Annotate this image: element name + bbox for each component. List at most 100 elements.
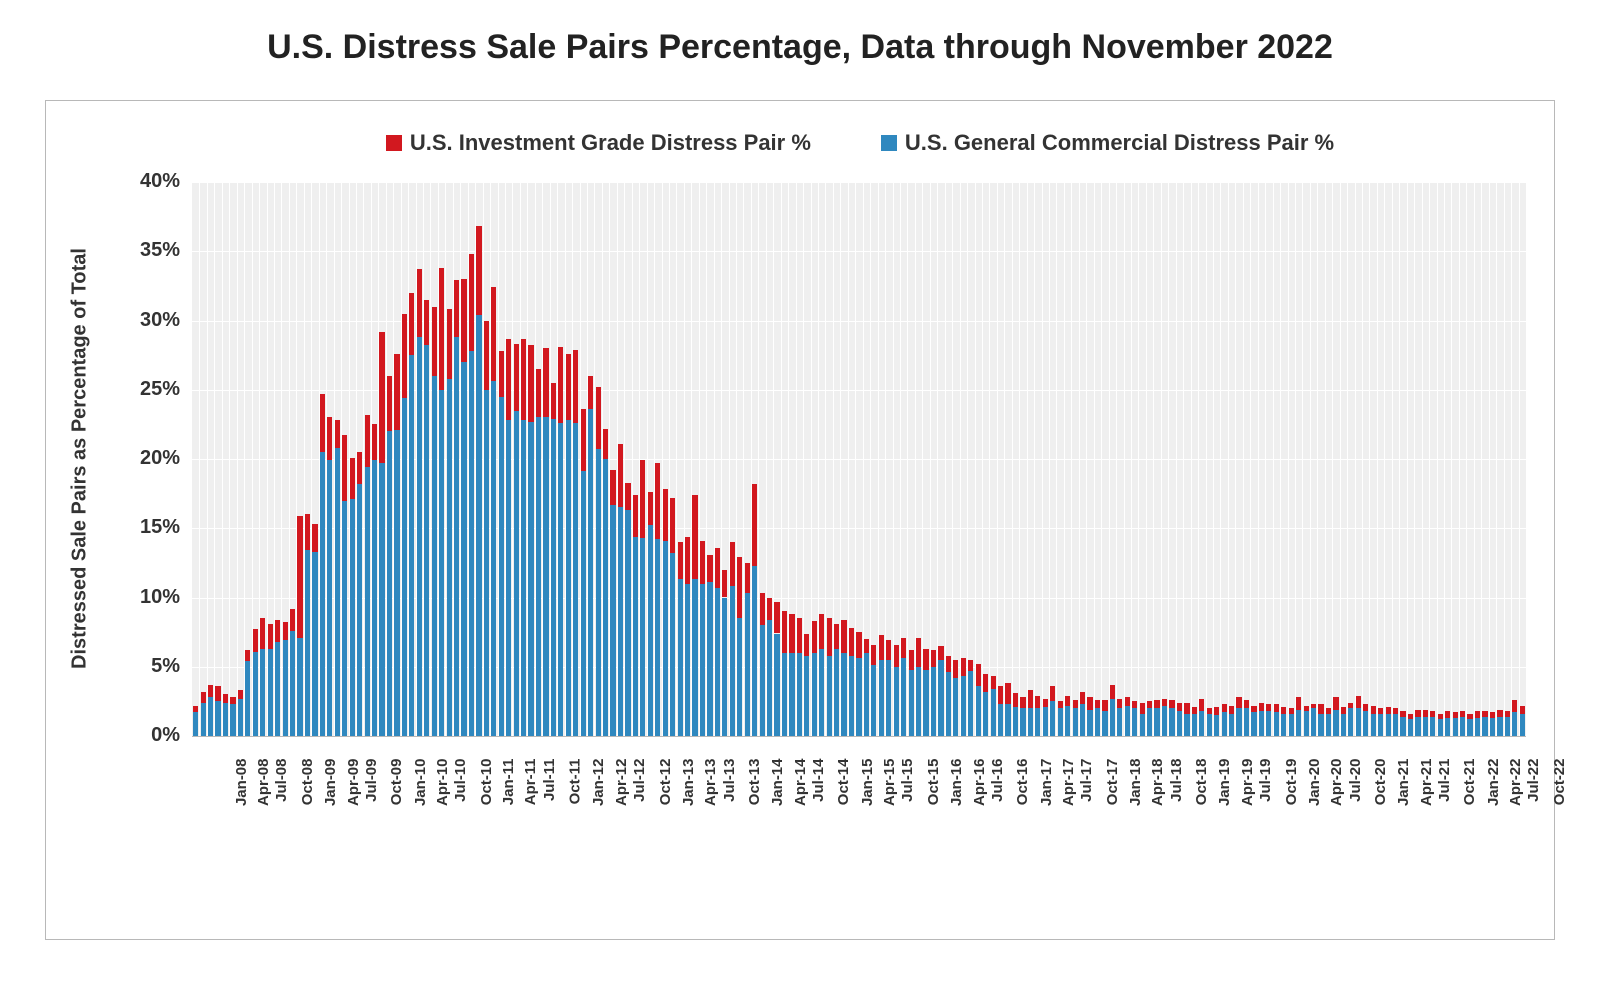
bar-investment-grade [454, 280, 459, 337]
x-tick-label: Jan-17 [1038, 759, 1055, 807]
gridline-vertical [989, 182, 990, 736]
gridline-vertical [1466, 182, 1467, 736]
bar-investment-grade [283, 622, 288, 640]
gridline-vertical [1064, 182, 1065, 736]
bar-investment-grade [1386, 707, 1391, 714]
gridline-horizontal [192, 390, 1526, 391]
x-tick-label: Apr-16 [971, 759, 988, 807]
bar-general-commercial [1430, 717, 1435, 736]
bar-investment-grade [670, 498, 675, 553]
bar-investment-grade [1110, 685, 1115, 699]
bar-investment-grade [1050, 686, 1055, 701]
bar-general-commercial [365, 467, 370, 736]
bar-general-commercial [342, 501, 347, 736]
gridline-vertical [1288, 182, 1289, 736]
bar-investment-grade [312, 524, 317, 552]
x-tick-label: Apr-20 [1328, 759, 1345, 807]
x-tick-label: Apr-08 [255, 759, 272, 807]
bar-investment-grade [603, 429, 608, 459]
gridline-vertical [1056, 182, 1057, 736]
gridline-vertical [975, 182, 976, 736]
gridline-vertical [1250, 182, 1251, 736]
gridline-vertical [1146, 182, 1147, 736]
gridline-vertical [1437, 182, 1438, 736]
bar-general-commercial [767, 620, 772, 736]
gridline-vertical [1407, 182, 1408, 736]
legend-label: U.S. Investment Grade Distress Pair % [410, 130, 811, 156]
gridline-vertical [1474, 182, 1475, 736]
bar-general-commercial [424, 345, 429, 736]
bar-investment-grade [1460, 711, 1465, 717]
gridline-vertical [1094, 182, 1095, 736]
bar-investment-grade [1222, 704, 1227, 712]
bar-general-commercial [849, 656, 854, 736]
x-tick-label: Oct-14 [836, 759, 853, 806]
bar-investment-grade [245, 650, 250, 661]
bar-general-commercial [1169, 708, 1174, 736]
x-tick-label: Jul-17 [1078, 759, 1095, 802]
bar-general-commercial [946, 672, 951, 736]
bar-general-commercial [1348, 708, 1353, 736]
bar-investment-grade [692, 495, 697, 579]
bar-general-commercial [551, 419, 556, 736]
bar-investment-grade [1311, 704, 1316, 708]
bar-general-commercial [521, 420, 526, 736]
bar-general-commercial [402, 398, 407, 736]
gridline-vertical [1191, 182, 1192, 736]
bar-investment-grade [1013, 693, 1018, 707]
bar-investment-grade [424, 300, 429, 346]
bar-investment-grade [1095, 700, 1100, 708]
bar-general-commercial [1207, 714, 1212, 736]
bar-general-commercial [1318, 714, 1323, 736]
bar-general-commercial [230, 704, 235, 736]
bar-investment-grade [484, 321, 489, 390]
x-tick-label: Jul-21 [1436, 759, 1453, 802]
bar-investment-grade [1140, 703, 1145, 714]
bar-general-commercial [1236, 708, 1241, 736]
bar-general-commercial [201, 703, 206, 736]
bar-investment-grade [1281, 707, 1286, 714]
bar-general-commercial [678, 579, 683, 736]
bar-investment-grade [506, 339, 511, 421]
bar-investment-grade [1393, 708, 1398, 714]
bar-general-commercial [1229, 714, 1234, 736]
bar-general-commercial [633, 537, 638, 736]
x-tick-label: Jan-20 [1306, 759, 1323, 807]
bar-general-commercial [1386, 714, 1391, 736]
gridline-vertical [199, 182, 200, 736]
bar-general-commercial [961, 676, 966, 736]
bar-investment-grade [789, 614, 794, 653]
bar-investment-grade [678, 542, 683, 579]
gridline-vertical [237, 182, 238, 736]
bar-general-commercial [223, 703, 228, 736]
x-tick-label: Apr-15 [881, 759, 898, 807]
bar-investment-grade [961, 658, 966, 676]
bar-investment-grade [588, 376, 593, 409]
bar-investment-grade [335, 420, 340, 448]
bar-investment-grade [1520, 706, 1525, 714]
gridline-vertical [1027, 182, 1028, 736]
bar-investment-grade [923, 649, 928, 670]
bar-investment-grade [476, 226, 481, 315]
bar-investment-grade [782, 611, 787, 653]
gridline-vertical [1243, 182, 1244, 736]
bar-general-commercial [856, 658, 861, 736]
bar-general-commercial [1341, 714, 1346, 736]
bar-general-commercial [923, 670, 928, 736]
bar-investment-grade [1378, 708, 1383, 714]
bar-general-commercial [297, 638, 302, 736]
bar-general-commercial [1154, 708, 1159, 736]
bar-general-commercial [394, 430, 399, 736]
bar-general-commercial [215, 701, 220, 736]
bar-investment-grade [938, 646, 943, 660]
bar-general-commercial [1438, 719, 1443, 736]
gridline-vertical [1034, 182, 1035, 736]
bar-investment-grade [901, 638, 906, 659]
y-tick-label: 0% [110, 724, 180, 747]
bar-general-commercial [760, 625, 765, 736]
bar-investment-grade [983, 674, 988, 692]
x-tick-label: Oct-11 [566, 759, 583, 805]
bar-general-commercial [387, 431, 392, 736]
bar-investment-grade [350, 458, 355, 500]
gridline-vertical [1362, 182, 1363, 736]
